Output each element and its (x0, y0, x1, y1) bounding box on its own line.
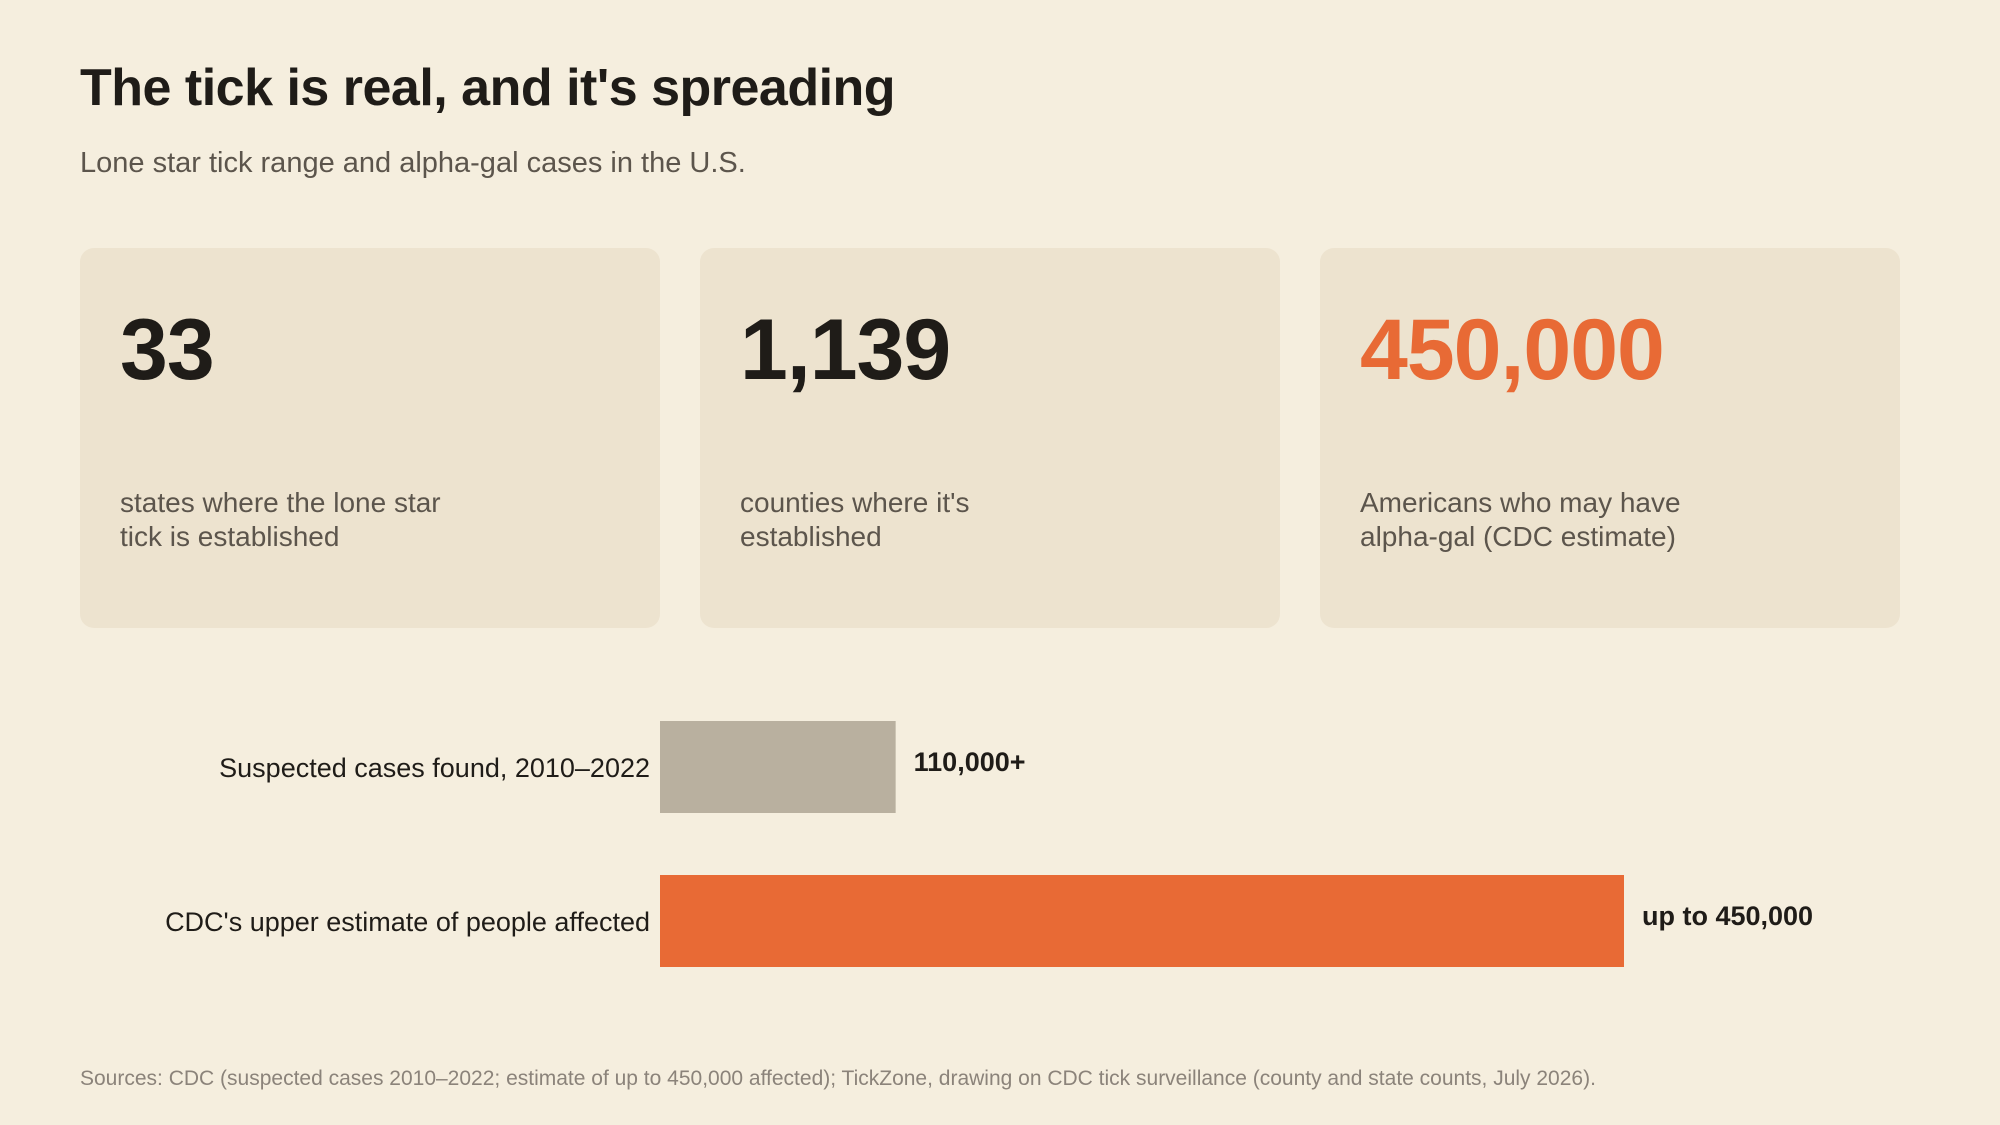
stat-card-states: 33 states where the lone star tick is es… (80, 248, 660, 628)
stat-label: Americans who may have alpha-gal (CDC es… (1360, 487, 1681, 552)
value-label: up to 450,000 (1642, 901, 1813, 931)
bar (660, 875, 1624, 967)
stat-value: 33 (120, 302, 215, 398)
category-label: CDC's upper estimate of people affected (165, 907, 650, 937)
chart-title: The tick is real, and it's spreading (80, 59, 896, 117)
stat-value: 1,139 (740, 302, 951, 398)
sources-note: Sources: CDC (suspected cases 2010–2022;… (80, 1067, 1596, 1090)
stat-card-counties: 1,139 counties where it's established (700, 248, 1280, 628)
value-label: 110,000+ (914, 747, 1026, 777)
stat-cards: 33 states where the lone star tick is es… (80, 248, 1900, 628)
bar (660, 721, 896, 813)
stat-card-alpha-gal: 450,000 Americans who may have alpha-gal… (1320, 248, 1900, 628)
chart-subtitle: Lone star tick range and alpha-gal cases… (80, 147, 746, 179)
stat-value: 450,000 (1360, 302, 1665, 398)
bar-chart: Suspected cases found, 2010–2022 110,000+… (165, 721, 1813, 967)
stat-label: states where the lone star tick is estab… (120, 487, 441, 552)
stat-label: counties where it's established (740, 487, 970, 552)
category-label: Suspected cases found, 2010–2022 (219, 753, 650, 783)
